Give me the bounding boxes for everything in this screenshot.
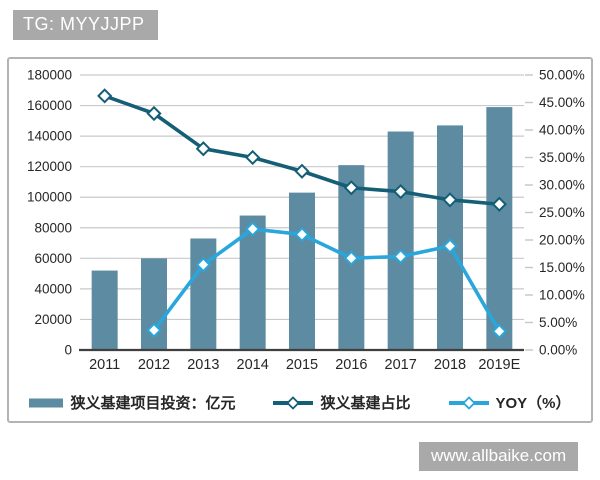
top-watermark-badge: TG: MYYJJPP [13,10,158,40]
svg-text:2018: 2018 [434,357,466,373]
legend-label-yoy: YOY（%） [495,395,571,412]
svg-text:60000: 60000 [34,251,72,266]
svg-text:2015: 2015 [286,357,318,373]
ratio-line-swatch-icon [273,395,314,410]
legend-label-investment: 狭义基建项目投资：亿元 [70,395,236,412]
svg-text:2013: 2013 [187,357,219,373]
svg-text:2017: 2017 [385,357,417,373]
combo-chart: 0 20000 40000 60000 80000 100000 120000 140000 1… [9,59,589,381]
chart-panel: 0 20000 40000 60000 80000 100000 120000 140000 1… [7,57,593,423]
svg-text:180000: 180000 [27,68,72,83]
svg-text:10.00%: 10.00% [539,288,585,303]
svg-text:0.00%: 0.00% [539,343,577,358]
svg-text:2014: 2014 [237,357,269,373]
svg-text:2012: 2012 [138,357,170,373]
svg-text:2016: 2016 [335,357,367,373]
svg-text:35.00%: 35.00% [539,150,585,165]
legend-item-investment: 狭义基建项目投资：亿元 [29,392,235,413]
svg-text:25.00%: 25.00% [539,205,585,220]
svg-text:50.00%: 50.00% [539,68,585,83]
svg-text:120000: 120000 [27,159,72,174]
yoy-line-swatch-icon [448,395,489,410]
legend-item-ratio: 狭义基建占比 [273,392,411,413]
chart-legend: 狭义基建项目投资：亿元 狭义基建占比 YOY（%） [9,392,591,413]
svg-text:15.00%: 15.00% [539,260,585,275]
svg-text:45.00%: 45.00% [539,95,585,110]
svg-text:20000: 20000 [34,312,72,327]
svg-text:160000: 160000 [27,98,72,113]
legend-item-yoy: YOY（%） [448,392,571,413]
svg-text:20.00%: 20.00% [539,233,585,248]
svg-text:5.00%: 5.00% [539,315,577,330]
svg-text:140000: 140000 [27,129,72,144]
svg-text:2019E: 2019E [478,357,520,373]
svg-text:0: 0 [64,343,72,358]
svg-text:30.00%: 30.00% [539,178,585,193]
bar-series-swatch-icon [29,398,64,407]
bottom-watermark-badge: www.allbaike.com [419,442,579,471]
svg-text:2011: 2011 [89,357,120,373]
svg-text:80000: 80000 [34,220,72,235]
svg-text:100000: 100000 [27,190,72,205]
svg-text:40.00%: 40.00% [539,123,585,138]
svg-text:40000: 40000 [34,281,72,296]
legend-label-ratio: 狭义基建占比 [320,395,411,412]
